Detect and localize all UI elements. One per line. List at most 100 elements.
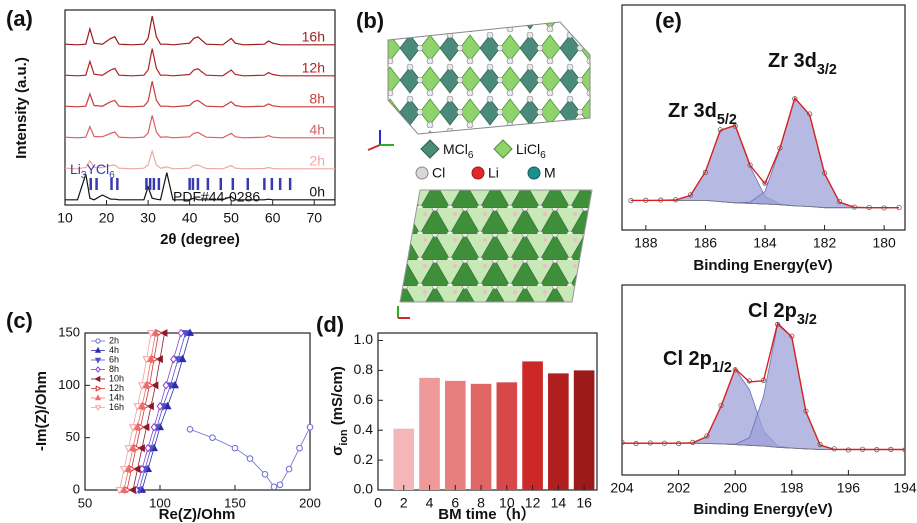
structure-legend: MCl6 <box>443 141 474 161</box>
legend-marker <box>96 358 101 362</box>
x-tick-label: 30 <box>140 210 156 226</box>
x-tick-label: 40 <box>182 210 198 226</box>
x-tick-label: 188 <box>634 235 658 251</box>
bar <box>497 382 518 490</box>
text-part: Li <box>70 161 81 177</box>
y-tick-label: 0.8 <box>354 361 374 377</box>
text-part: Cl 2p <box>663 348 712 370</box>
fit-component <box>622 325 905 450</box>
legend-marker <box>96 406 101 410</box>
legend-icon <box>416 167 428 179</box>
x-tick-label: 2 <box>400 495 408 511</box>
panel-label: (c) <box>6 308 33 333</box>
x-tick-label: 204 <box>610 480 634 496</box>
spectrum-line <box>65 16 335 45</box>
reference-name: Li3YCl6 <box>70 161 115 181</box>
x-tick-label: 198 <box>780 480 804 496</box>
x-tick-label: 0 <box>374 495 382 511</box>
legend-label: 4h <box>109 345 119 355</box>
series-label: 16h <box>302 29 325 45</box>
panel-label: (a) <box>6 6 33 31</box>
legend-marker <box>96 339 100 343</box>
x-tick-label: 50 <box>78 495 92 510</box>
y-tick-label: 0.4 <box>354 421 374 437</box>
legend-icon <box>528 167 540 179</box>
series-label: 8h <box>309 91 325 107</box>
spectrum-plot <box>620 322 907 452</box>
text-part: σ <box>329 446 346 456</box>
x-tick-label: 50 <box>223 210 239 226</box>
series-label: 12h <box>302 60 325 76</box>
text-part: YCl <box>87 161 110 177</box>
x-axis-label: 2θ (degree) <box>160 231 240 248</box>
bar <box>548 373 569 490</box>
legend-marker <box>95 377 99 382</box>
legend-label: 8h <box>109 364 119 374</box>
bar <box>445 381 466 490</box>
bar <box>574 370 595 490</box>
panel-label: (b) <box>356 8 384 33</box>
bar <box>419 378 440 490</box>
structure-top-view <box>400 190 592 302</box>
x-axis-label: Binding Energy(eV) <box>693 257 832 274</box>
x-axis-label: Re(Z)/Ohm <box>159 506 236 523</box>
marker <box>262 472 268 478</box>
x-axis-label: Binding Energy(eV) <box>693 501 832 518</box>
y-tick-label: 50 <box>66 429 80 444</box>
marker <box>277 482 283 488</box>
legend-label: 14h <box>109 392 124 402</box>
structure-legend: M <box>544 165 556 181</box>
y-tick-label: 1.0 <box>354 331 374 347</box>
panel-label: (d) <box>316 312 344 337</box>
text-part: LiCl <box>516 141 540 157</box>
structure-legend: Cl <box>432 165 445 181</box>
subscript: 6 <box>540 150 546 161</box>
legend-marker <box>96 386 100 391</box>
spectrum-line <box>65 81 335 107</box>
structure-legend: LiCl6 <box>516 141 546 161</box>
legend-icon <box>494 140 512 158</box>
y-tick-label: 100 <box>58 377 80 392</box>
peak-annotation: Zr 3d5/2 <box>668 100 737 128</box>
x-tick-label: 20 <box>99 210 115 226</box>
x-tick-label: 182 <box>813 235 837 251</box>
text-part: Zr 3d <box>768 50 817 72</box>
text-part: Cl 2p <box>748 300 797 322</box>
crystal-structure: MCl6 LiCl6 Cl Li M <box>368 22 592 318</box>
x-tick-label: 200 <box>724 480 748 496</box>
marker <box>297 445 303 451</box>
marker <box>187 426 193 432</box>
bar <box>522 361 543 490</box>
text-part: Zr 3d <box>668 100 717 122</box>
subscript: ion <box>338 429 350 445</box>
legend-label: 2h <box>109 335 119 345</box>
y-tick-label: 0.2 <box>354 451 374 467</box>
series-label: 4h <box>309 122 325 138</box>
x-tick-label: 4 <box>426 495 434 511</box>
legend-icon <box>472 167 484 179</box>
bar <box>393 429 414 490</box>
legend-marker <box>96 367 100 372</box>
x-tick-label: 14 <box>551 495 567 511</box>
spectrum-line <box>65 115 335 137</box>
peak-annotation: Cl 2p3/2 <box>748 300 817 328</box>
y-axis-label: σion (mS/cm) <box>329 366 350 456</box>
subscript: 6 <box>109 170 115 181</box>
x-tick-label: 180 <box>872 235 896 251</box>
marker <box>247 456 253 462</box>
marker <box>232 445 238 451</box>
subscript: 3/2 <box>797 312 817 328</box>
x-tick-label: 184 <box>753 235 777 251</box>
legend-label: 12h <box>109 383 124 393</box>
y-axis-label: -Im(Z)/Ohm <box>33 371 50 451</box>
subscript: 1/2 <box>712 360 732 376</box>
x-tick-label: 194 <box>893 480 917 496</box>
structure-legend: Li <box>488 165 499 181</box>
y-tick-label: 0.6 <box>354 391 374 407</box>
legend-label: 10h <box>109 373 124 383</box>
reference-label: PDF#44-0286 <box>173 189 260 205</box>
series-label: 2h <box>309 153 325 169</box>
marker <box>286 466 292 472</box>
spectrum-line <box>65 49 335 76</box>
x-tick-label: 70 <box>306 210 322 226</box>
